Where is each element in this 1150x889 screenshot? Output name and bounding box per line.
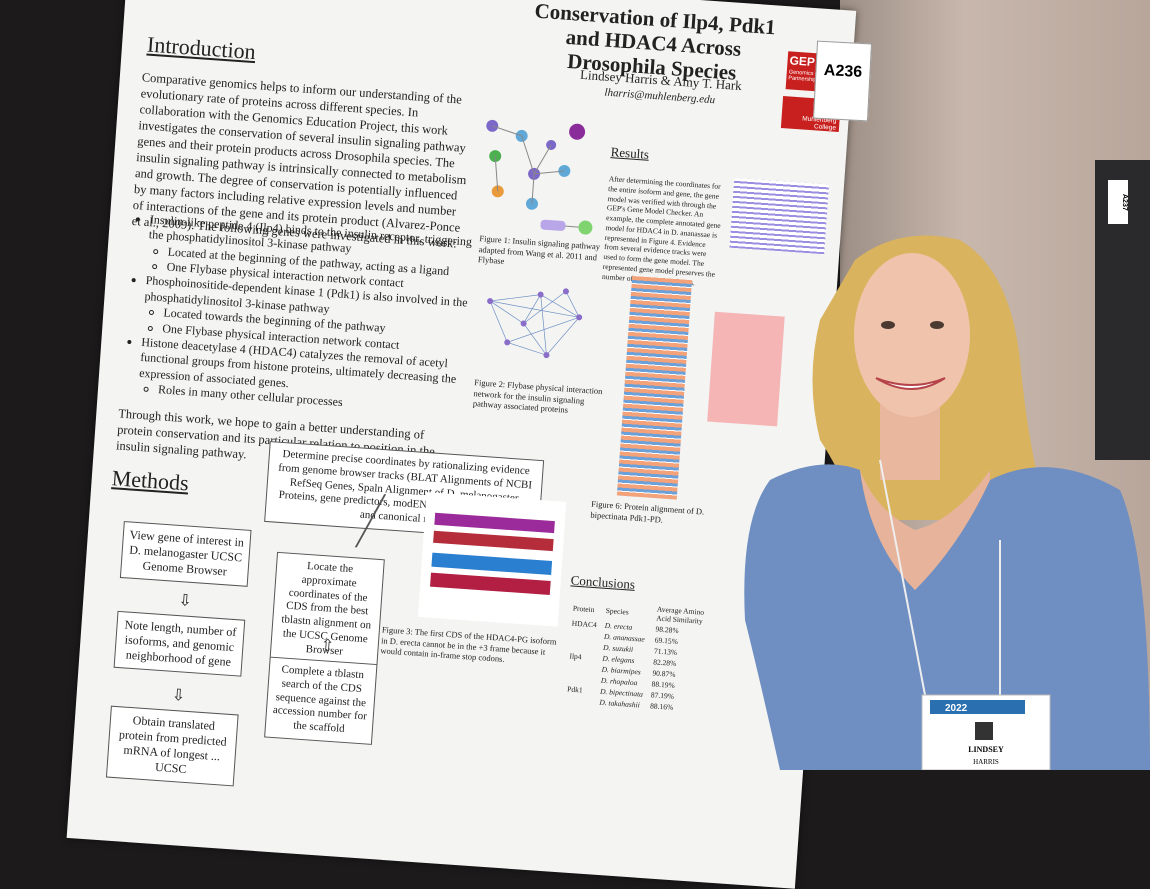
- badge-last-name: HARRIS: [973, 758, 999, 766]
- shirt: [744, 464, 1150, 770]
- eye: [930, 321, 944, 329]
- badge-first-name: LINDSEY: [968, 745, 1004, 754]
- pathway-diagram: [486, 119, 593, 235]
- pathway-links: [492, 125, 579, 228]
- lanyard: [879, 459, 926, 696]
- chest: [860, 470, 990, 590]
- photo: A237 Introduction Comparative genomics h…: [0, 0, 1150, 770]
- poster: Introduction Comparative genomics helps …: [66, 0, 857, 889]
- qr-code: [975, 722, 993, 740]
- pathway-nodes: [486, 119, 593, 235]
- neighbor-sign: A237: [1108, 180, 1128, 224]
- eye: [881, 321, 895, 329]
- smile: [875, 377, 946, 390]
- interaction-network: [487, 288, 583, 359]
- badge-banner: [930, 700, 1025, 714]
- network-links: [489, 291, 580, 356]
- network-nodes: [487, 288, 583, 359]
- face: [854, 253, 970, 417]
- presenter: 2022 LINDSEY HARRIS: [744, 235, 1150, 770]
- badge-year: 2022: [945, 703, 968, 714]
